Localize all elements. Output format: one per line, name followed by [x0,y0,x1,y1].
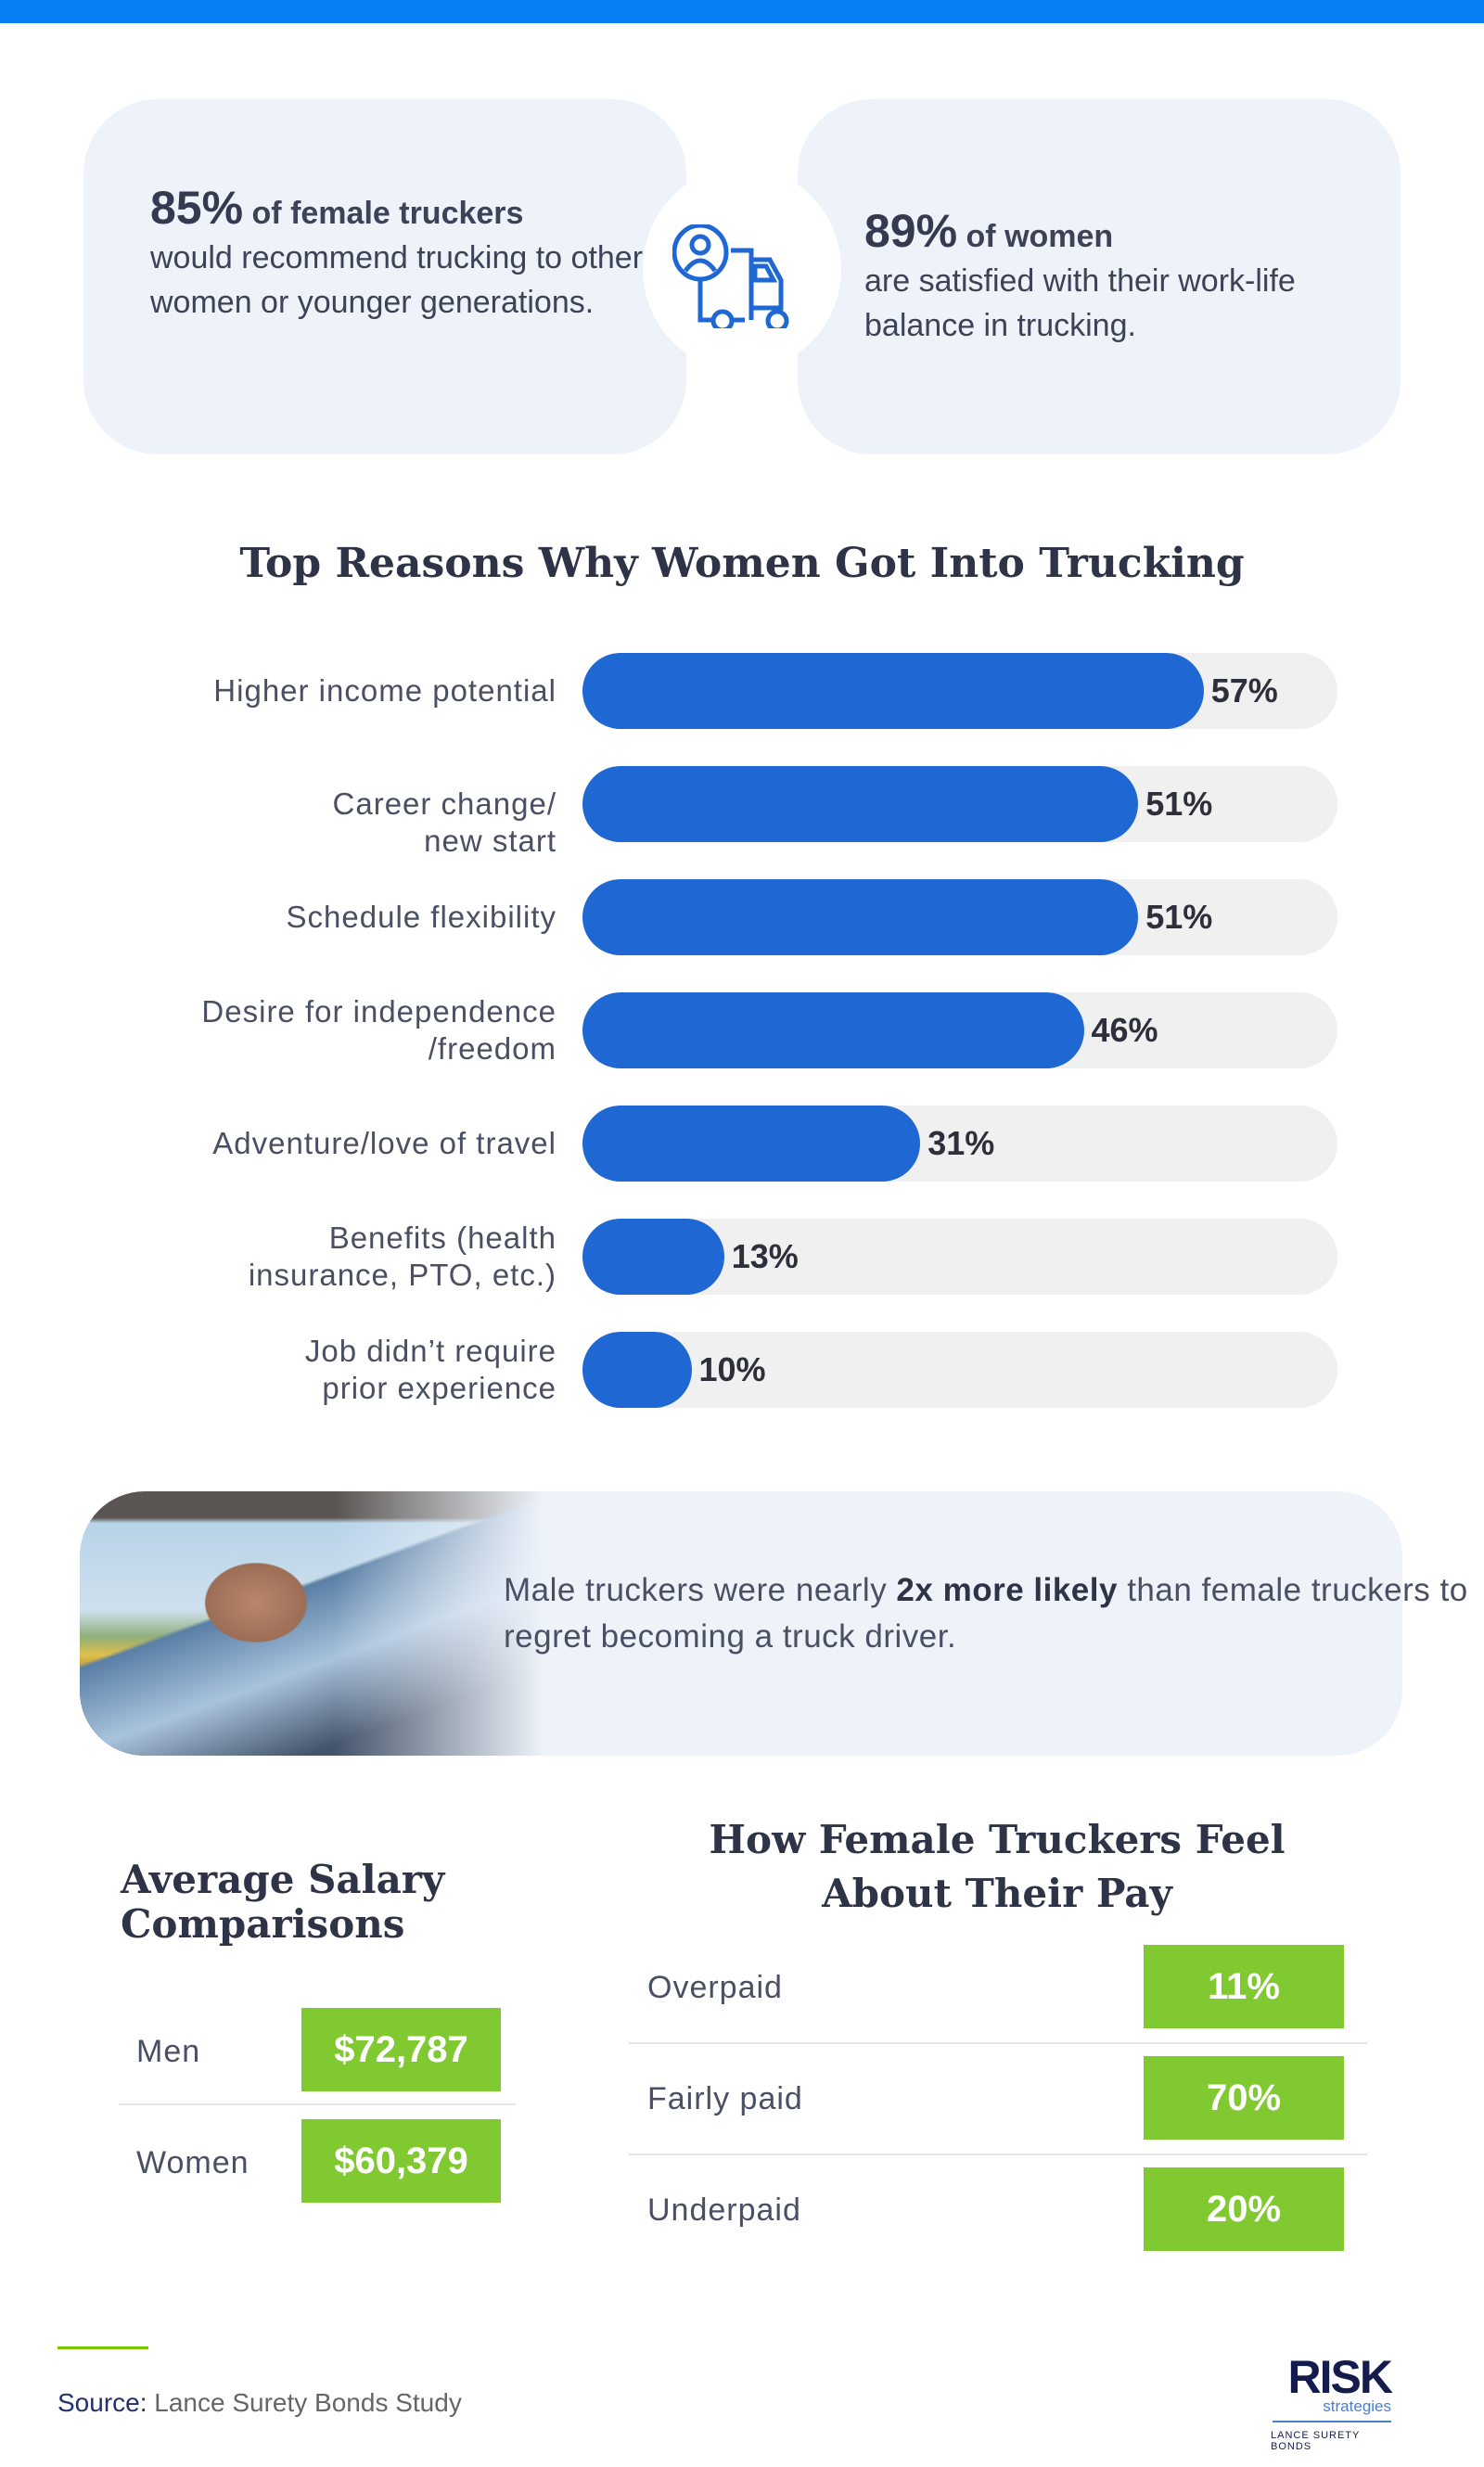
reason-bar [582,766,1139,842]
stat-card-satisfied [798,99,1401,454]
logo-tag: LANCE SURETY BONDS [1271,2430,1361,2452]
source-accent-line [58,2346,148,2349]
top-accent-bar [0,0,1484,23]
reason-bar-track: 51% [582,766,1337,842]
reason-label: Higher income potential [213,673,556,708]
icon-circle [643,167,841,371]
reason-value-label: 57% [1210,671,1278,709]
stat-value: 85% [150,182,244,234]
pay-title: How Female Truckers Feel About Their Pay [709,1817,1286,1916]
reason-value-label: 13% [731,1237,799,1275]
reason-value-label: 51% [1145,898,1213,936]
stat-value: 89% [864,205,958,257]
stat-text: would recommend trucking to other women … [150,240,644,320]
divider [629,2154,1367,2155]
salary-value-women: $60,379 [301,2119,501,2203]
reason-label: Career change/new start [332,786,556,858]
stat-lead: of women [966,219,1114,254]
reason-value-label: 51% [1145,785,1213,823]
callout-bold: 2x more likely [896,1572,1118,1608]
pay-value-overpaid: 11% [1144,1945,1344,2028]
stat-text: are satisfied with their work-life balan… [864,263,1296,343]
reasons-title: Top Reasons Why Women Got Into Trucking [239,540,1245,587]
pay-value-fairly-paid: 70% [1144,2056,1344,2140]
reason-label: Schedule flexibility [286,900,556,934]
regret-callout [80,1491,1402,1756]
reason-label: Desire for independence/freedom [201,994,556,1066]
reason-bar [582,1332,692,1408]
pay-label-underpaid: Underpaid [647,2192,801,2228]
reason-bar-track: 31% [582,1106,1337,1182]
reason-label: Job didn’t require prior experience [304,1334,556,1405]
callout-post: than female truckers to regret becoming … [504,1572,1468,1655]
reason-bar [582,992,1084,1068]
logo-sub: strategies [1323,2397,1391,2415]
salary-title: Average Salary Comparisons [121,1857,445,1947]
pay-label-fairly-paid: Fairly paid [647,2081,803,2116]
salary-label-women: Women [136,2145,249,2180]
tired-trucker-photo [80,1491,544,1756]
reason-bar [582,1106,921,1182]
reason-value-label: 10% [698,1350,766,1388]
pay-value-underpaid: 20% [1144,2167,1344,2251]
risk-strategies-logo: RISK strategies LANCE SURETY BONDS [1271,2351,1401,2452]
callout-text: Male truckers were nearly 2x more likely… [504,1567,1484,1660]
source-label: Source: [58,2388,147,2417]
callout-pre: Male truckers were nearly [504,1572,897,1608]
reason-bar-track: 51% [582,879,1337,955]
reason-bar [582,879,1139,955]
reason-value-label: 31% [928,1124,995,1162]
divider [119,2103,516,2105]
salary-label-men: Men [136,2034,201,2069]
reason-bar-track: 13% [582,1219,1337,1295]
salary-value-men: $72,787 [301,2008,501,2091]
divider [629,2042,1367,2044]
reason-bar-track: 57% [582,653,1337,729]
stat-satisfied: 89% of women are satisfied with their wo… [864,208,1365,348]
source-text: Lance Surety Bonds Study [154,2388,462,2417]
truck-with-driver-icon [672,224,789,328]
reason-label: Benefits (health insurance, PTO, etc.) [248,1221,556,1292]
reason-bar-track: 10% [582,1332,1337,1408]
source-note: Source: Lance Surety Bonds Study [58,2388,462,2418]
reason-bar [582,1219,724,1295]
reason-bar-track: 46% [582,992,1337,1068]
reason-label: Adventure/love of travel [212,1126,556,1160]
stat-recommend: 85% of female truckers would recommend t… [150,185,670,325]
pay-label-overpaid: Overpaid [647,1970,783,2005]
reason-bar [582,653,1204,729]
reason-value-label: 46% [1091,1011,1158,1049]
stat-lead: of female truckers [251,196,524,231]
logo-main: RISK [1287,2351,1393,2403]
stat-card-recommend [83,99,686,454]
